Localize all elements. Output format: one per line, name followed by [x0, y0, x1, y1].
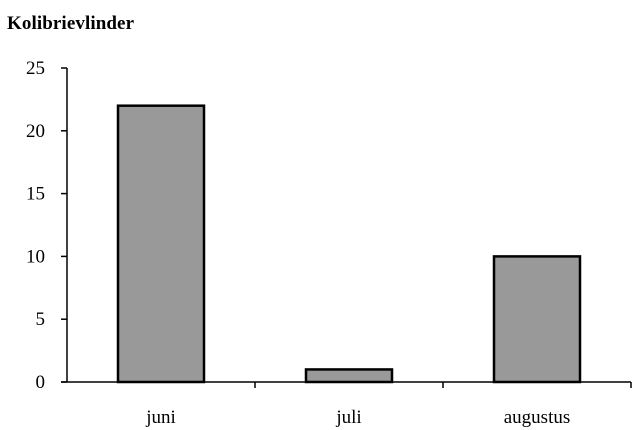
y-tick-label: 10 [26, 246, 45, 267]
x-tick-label: augustus [504, 407, 571, 428]
bar-juni [116, 104, 206, 384]
y-tick-label: 20 [26, 121, 45, 142]
bar-augustus [492, 255, 582, 384]
x-tick-label: juli [335, 407, 361, 428]
y-tick-label: 25 [26, 58, 45, 79]
bar-juli [304, 368, 394, 384]
y-tick-label: 5 [36, 309, 46, 330]
tick-labels: 0 5 10 15 20 25 juni juli augustus [26, 58, 570, 428]
bars [116, 104, 582, 384]
y-tick-label: 15 [26, 184, 45, 205]
x-tick-label: juni [145, 407, 176, 428]
y-tick-label: 0 [36, 372, 46, 393]
chart-title: Kolibrievlinder [7, 13, 135, 34]
